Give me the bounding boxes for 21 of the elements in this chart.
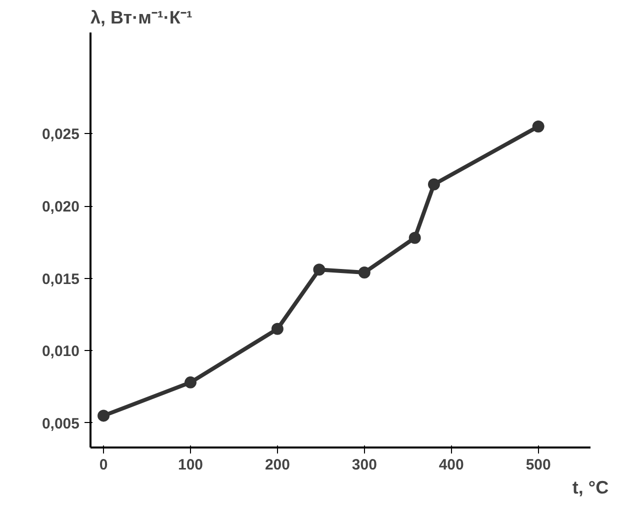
chart-title: λ, Вт·м⁻¹·К⁻¹ <box>90 8 192 28</box>
y-tick-label: 0,005 <box>42 415 80 432</box>
y-tick-label: 0,020 <box>42 198 80 216</box>
point <box>271 322 284 335</box>
x-tick-label: 500 <box>526 456 551 474</box>
point <box>313 264 326 276</box>
x-tick-label: 100 <box>178 456 204 474</box>
point <box>98 410 110 422</box>
point <box>428 178 440 190</box>
y-tick-label: 0,010 <box>42 343 80 360</box>
x-axis-title: t, °C <box>572 478 609 498</box>
x-tick-label: 200 <box>264 456 290 474</box>
y-tick-label: 0,015 <box>42 270 80 288</box>
point <box>408 232 421 244</box>
x-tick-label: 300 <box>352 456 377 474</box>
x-tick-label: 400 <box>438 456 464 474</box>
point <box>184 376 196 388</box>
point <box>358 266 370 279</box>
x-tick-label: 0 <box>99 456 108 474</box>
y-tick-label: 0,025 <box>42 126 80 144</box>
point <box>532 120 544 132</box>
